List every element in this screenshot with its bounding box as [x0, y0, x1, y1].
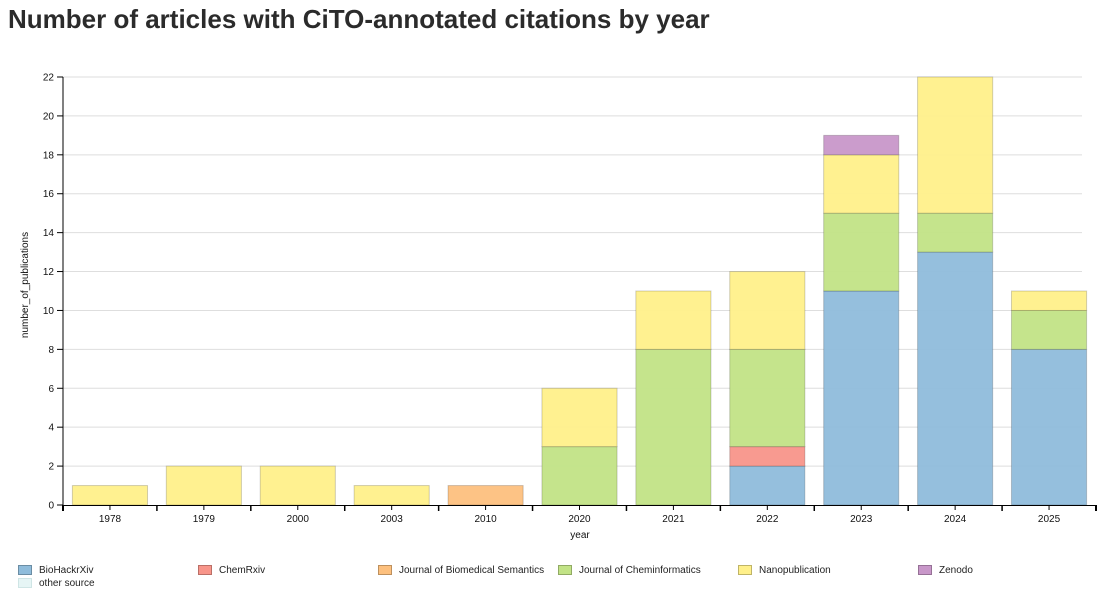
- x-tick-label: 1978: [99, 514, 122, 525]
- x-tick-label: 2003: [381, 514, 404, 525]
- y-tick-label: 10: [43, 306, 55, 317]
- bar-segment: [917, 76, 994, 214]
- bar-segment: [1010, 348, 1088, 506]
- y-tick-label: 16: [43, 189, 55, 200]
- legend-swatch: [738, 565, 752, 575]
- bar-segment: [729, 465, 806, 506]
- x-tick-label: 2022: [756, 514, 779, 525]
- bar-segment: [541, 387, 618, 448]
- bar-segment: [823, 134, 900, 156]
- x-tick-label: 2023: [850, 514, 873, 525]
- legend-label: Journal of Cheminformatics: [579, 564, 701, 576]
- legend-label: BioHackrXiv: [39, 564, 94, 576]
- y-axis-label: number_of_publications: [20, 232, 31, 338]
- bar-segment: [541, 446, 618, 506]
- legend-swatch: [18, 565, 32, 575]
- bar-segment: [729, 348, 806, 448]
- x-tick-label: 2024: [944, 514, 967, 525]
- bar-segment: [823, 290, 900, 506]
- bar-segment: [165, 465, 242, 506]
- y-tick-label: 22: [43, 73, 55, 84]
- legend-swatch: [198, 565, 212, 575]
- legend-item[interactable]: Journal of Biomedical Semantics: [378, 564, 544, 576]
- y-tick-label: 8: [48, 345, 54, 356]
- legend-label: ChemRxiv: [219, 564, 266, 576]
- bar-segment: [447, 485, 524, 506]
- y-tick-label: 18: [43, 150, 55, 161]
- bar-segment: [917, 212, 994, 253]
- bar-segment: [259, 465, 336, 506]
- legend-item[interactable]: other source: [18, 577, 95, 589]
- legend-swatch: [918, 565, 932, 575]
- legend-label: Nanopublication: [759, 564, 831, 576]
- y-tick-label: 14: [43, 228, 55, 239]
- legend-label: other source: [39, 577, 95, 589]
- bar-segment: [823, 154, 900, 214]
- bar-segment: [353, 485, 430, 506]
- x-tick-label: 2000: [287, 514, 310, 525]
- legend-label: Journal of Biomedical Semantics: [399, 564, 545, 576]
- bar-segment: [729, 446, 806, 467]
- bar-segment: [1010, 309, 1088, 350]
- bar-segment: [823, 212, 900, 292]
- legend-swatch: [18, 578, 32, 588]
- x-tick-label: 2020: [568, 514, 591, 525]
- y-tick-label: 2: [48, 462, 54, 473]
- x-tick-label: 2021: [662, 514, 685, 525]
- bar-segment: [71, 485, 149, 506]
- y-tick-label: 0: [48, 501, 54, 512]
- y-tick-label: 20: [43, 111, 55, 122]
- y-tick-label: 6: [48, 384, 54, 395]
- bar-segment: [1010, 290, 1088, 311]
- x-axis-label: year: [570, 530, 590, 541]
- legend-label: Zenodo: [939, 564, 973, 576]
- y-tick-label: 4: [48, 423, 54, 434]
- x-tick-label: 2010: [474, 514, 497, 525]
- bar-segment: [729, 271, 806, 350]
- bars: [71, 76, 1088, 506]
- legend-item[interactable]: Zenodo: [918, 564, 973, 576]
- y-tick-label: 12: [43, 267, 55, 278]
- x-tick-label: 2025: [1038, 514, 1061, 525]
- legend-item[interactable]: BioHackrXiv: [18, 564, 93, 576]
- legend-swatch: [378, 565, 392, 575]
- chart-title: Number of articles with CiTO-annotated c…: [8, 4, 710, 34]
- bar-segment: [635, 348, 712, 506]
- bar-segment: [917, 251, 994, 506]
- legend-item[interactable]: ChemRxiv: [198, 564, 265, 576]
- legend-item[interactable]: Nanopublication: [738, 564, 831, 576]
- bar-segment: [635, 290, 712, 350]
- x-tick-label: 1979: [193, 514, 216, 525]
- legend-swatch: [558, 565, 572, 575]
- legend-item[interactable]: Journal of Cheminformatics: [558, 564, 701, 576]
